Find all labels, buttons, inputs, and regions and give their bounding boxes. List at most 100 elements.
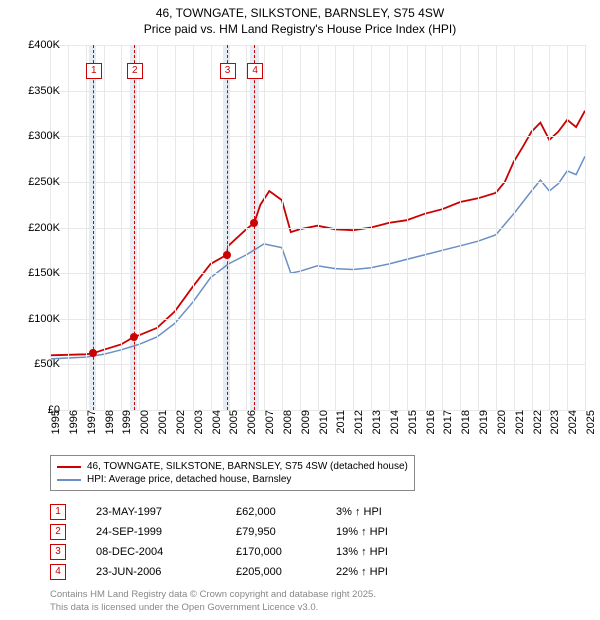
x-gridline (139, 45, 140, 410)
x-tick-label: 2013 (371, 410, 376, 434)
marker-box-icon: 3 (220, 63, 236, 79)
x-gridline (532, 45, 533, 410)
x-gridline (104, 45, 105, 410)
legend-label: 46, TOWNGATE, SILKSTONE, BARNSLEY, S75 4… (87, 461, 408, 472)
title-line-2: Price paid vs. HM Land Registry's House … (0, 22, 600, 38)
x-gridline (318, 45, 319, 410)
data-point-dot (250, 219, 258, 227)
x-tick-label: 2018 (460, 410, 465, 434)
x-tick-label: 2019 (478, 410, 483, 434)
table-row: 4 23-JUN-2006 £205,000 22% ↑ HPI (50, 562, 416, 582)
x-gridline (193, 45, 194, 410)
x-tick-label: 2003 (193, 410, 198, 434)
x-gridline (389, 45, 390, 410)
legend-label: HPI: Average price, detached house, Barn… (87, 474, 291, 485)
footer-attribution: Contains HM Land Registry data © Crown c… (50, 589, 376, 614)
x-gridline (282, 45, 283, 410)
x-gridline (460, 45, 461, 410)
x-tick-label: 1996 (68, 410, 73, 434)
x-tick-label: 2004 (211, 410, 216, 434)
legend-swatch (57, 466, 81, 468)
x-gridline (549, 45, 550, 410)
footer-line-2: This data is licensed under the Open Gov… (50, 602, 376, 614)
txn-pct: 13% ↑ HPI (336, 546, 416, 558)
x-gridline (211, 45, 212, 410)
x-tick-label: 2022 (532, 410, 537, 434)
data-point-dot (89, 349, 97, 357)
y-tick-label: £400K (28, 39, 60, 51)
x-tick-label: 2017 (442, 410, 447, 434)
x-tick-label: 2006 (246, 410, 251, 434)
x-tick-label: 2014 (389, 410, 394, 434)
txn-date: 23-MAY-1997 (96, 506, 236, 518)
x-gridline (371, 45, 372, 410)
x-tick-label: 2015 (407, 410, 412, 434)
title-block: 46, TOWNGATE, SILKSTONE, BARNSLEY, S75 4… (0, 0, 600, 37)
txn-price: £170,000 (236, 546, 336, 558)
y-tick-label: £150K (28, 267, 60, 279)
x-tick-label: 2024 (567, 410, 572, 434)
txn-price: £205,000 (236, 566, 336, 578)
x-tick-label: 2020 (496, 410, 501, 434)
x-gridline (264, 45, 265, 410)
x-tick-label: 2016 (425, 410, 430, 434)
x-gridline (300, 45, 301, 410)
x-tick-label: 2002 (175, 410, 180, 434)
x-tick-label: 2010 (318, 410, 323, 434)
title-line-1: 46, TOWNGATE, SILKSTONE, BARNSLEY, S75 4… (0, 6, 600, 22)
x-gridline (157, 45, 158, 410)
y-tick-label: £300K (28, 130, 60, 142)
x-gridline (86, 45, 87, 410)
marker-box-icon: 4 (247, 63, 263, 79)
x-gridline (246, 45, 247, 410)
x-gridline (68, 45, 69, 410)
marker-box-icon: 2 (127, 63, 143, 79)
txn-price: £79,950 (236, 526, 336, 538)
y-tick-label: £350K (28, 85, 60, 97)
x-gridline (425, 45, 426, 410)
data-point-dot (130, 333, 138, 341)
x-gridline (121, 45, 122, 410)
x-gridline (228, 45, 229, 410)
table-row: 3 08-DEC-2004 £170,000 13% ↑ HPI (50, 542, 416, 562)
x-gridline (496, 45, 497, 410)
x-tick-label: 2023 (549, 410, 554, 434)
y-tick-label: £50K (34, 358, 60, 370)
legend-row: HPI: Average price, detached house, Barn… (57, 473, 408, 486)
y-tick-label: £250K (28, 176, 60, 188)
x-tick-label: 2001 (157, 410, 162, 434)
x-gridline (478, 45, 479, 410)
txn-date: 24-SEP-1999 (96, 526, 236, 538)
table-row: 2 24-SEP-1999 £79,950 19% ↑ HPI (50, 522, 416, 542)
txn-pct: 22% ↑ HPI (336, 566, 416, 578)
legend-swatch (57, 479, 81, 481)
txn-pct: 3% ↑ HPI (336, 506, 416, 518)
x-tick-label: 2009 (300, 410, 305, 434)
x-tick-label: 2021 (514, 410, 519, 434)
data-point-dot (223, 251, 231, 259)
marker-box-icon: 1 (86, 63, 102, 79)
marker-box-icon: 4 (50, 564, 66, 580)
table-row: 1 23-MAY-1997 £62,000 3% ↑ HPI (50, 502, 416, 522)
x-tick-label: 1998 (104, 410, 109, 434)
marker-box-icon: 3 (50, 544, 66, 560)
chart-container: 46, TOWNGATE, SILKSTONE, BARNSLEY, S75 4… (0, 0, 600, 620)
legend-box: 46, TOWNGATE, SILKSTONE, BARNSLEY, S75 4… (50, 455, 415, 491)
marker-line (134, 45, 135, 410)
x-tick-label: 2005 (228, 410, 233, 434)
marker-line (254, 45, 255, 410)
x-gridline (175, 45, 176, 410)
x-tick-label: 2011 (335, 410, 340, 434)
x-gridline (442, 45, 443, 410)
y-tick-label: £200K (28, 222, 60, 234)
x-gridline (567, 45, 568, 410)
x-gridline (585, 45, 586, 410)
x-tick-label: 2012 (353, 410, 358, 434)
x-tick-label: 2008 (282, 410, 287, 434)
x-gridline (407, 45, 408, 410)
x-tick-label: 2007 (264, 410, 269, 434)
transactions-table: 1 23-MAY-1997 £62,000 3% ↑ HPI 2 24-SEP-… (50, 502, 416, 582)
x-tick-label: 2025 (585, 410, 590, 434)
marker-box-icon: 1 (50, 504, 66, 520)
legend-row: 46, TOWNGATE, SILKSTONE, BARNSLEY, S75 4… (57, 460, 408, 473)
